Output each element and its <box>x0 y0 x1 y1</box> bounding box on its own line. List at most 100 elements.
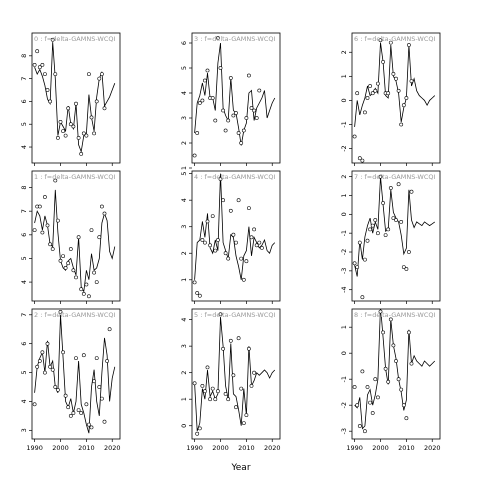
data-point <box>391 343 396 348</box>
panel-frame <box>191 308 281 440</box>
data-point <box>221 108 226 113</box>
data-point <box>79 411 84 415</box>
data-point <box>399 219 404 224</box>
y-tick-label: 7 <box>20 77 28 81</box>
panel-plot-area <box>32 37 116 156</box>
data-point <box>399 122 404 127</box>
data-point <box>252 370 257 375</box>
y-tick-label: 1 <box>180 166 188 170</box>
data-point <box>396 377 401 382</box>
data-point <box>373 218 378 222</box>
y-tick-label: -2 <box>340 249 348 255</box>
data-point <box>56 387 60 392</box>
data-point <box>40 63 45 67</box>
data-point <box>221 198 226 203</box>
data-point <box>202 389 207 394</box>
data-point <box>362 110 367 115</box>
y-tick-label: 2 <box>340 50 348 54</box>
data-point <box>375 395 380 400</box>
data-point <box>71 268 76 273</box>
data-point <box>195 291 200 295</box>
data-point <box>102 211 107 216</box>
data-point <box>197 101 202 105</box>
data-point <box>208 243 213 248</box>
series-line <box>194 316 276 432</box>
data-point <box>399 387 404 392</box>
data-point <box>249 106 254 110</box>
y-tick-label: 7 <box>20 313 28 317</box>
data-point <box>87 294 91 299</box>
data-point <box>223 128 228 133</box>
data-point <box>71 124 76 129</box>
y-tick-label: 8 <box>20 185 28 189</box>
data-point <box>97 385 102 389</box>
data-point <box>43 195 47 199</box>
y-tick-label: 4 <box>180 318 188 322</box>
data-point <box>84 402 89 407</box>
data-point <box>362 429 367 434</box>
data-point <box>58 258 63 263</box>
data-point <box>357 156 362 161</box>
data-point <box>355 265 360 270</box>
panel-plot-area <box>192 36 276 158</box>
data-point <box>355 403 360 408</box>
y-tick-label: 5 <box>20 370 28 374</box>
panel-6: -2 -1 0 1 2 6 : f=delta-GAMNS-WCQI <box>340 32 441 166</box>
data-point <box>68 122 73 127</box>
y-tick-label: 5 <box>180 172 188 176</box>
data-point <box>68 247 73 251</box>
data-point <box>254 116 259 120</box>
y-tick-label: 2 <box>340 175 348 179</box>
data-point <box>94 280 99 285</box>
data-point <box>205 365 210 370</box>
data-point <box>239 141 244 145</box>
data-point <box>89 425 94 430</box>
data-point <box>378 174 383 179</box>
data-point <box>205 68 210 73</box>
x-axis-label: Year <box>230 463 250 473</box>
data-point <box>32 228 37 233</box>
data-point <box>378 38 383 43</box>
data-point <box>197 426 202 431</box>
data-point <box>352 134 357 139</box>
y-tick-label: 2 <box>180 371 188 375</box>
y-tick-label: 3 <box>180 116 188 120</box>
data-point <box>74 356 78 361</box>
data-point <box>210 96 215 100</box>
data-point <box>53 72 58 77</box>
data-point <box>97 235 102 240</box>
data-point <box>102 419 107 424</box>
data-point <box>383 233 388 238</box>
x-tick-label: 1990 <box>26 444 43 452</box>
data-point <box>215 389 220 394</box>
x-tick-label: 2000 <box>372 444 389 452</box>
panel-1: 4 5 6 7 8 1 : f=delta-GAMNS-WCQI <box>20 170 121 304</box>
y-tick-label: 1 <box>340 193 348 197</box>
y-tick-label: 7 <box>20 209 28 213</box>
data-point <box>241 277 246 282</box>
data-point <box>394 359 398 363</box>
data-point <box>50 247 55 251</box>
y-tick-label: -2 <box>340 402 348 408</box>
data-point <box>252 108 257 113</box>
data-point <box>357 424 362 428</box>
panel-frame <box>351 308 441 440</box>
y-tick-label: 1 <box>340 325 348 329</box>
data-point <box>404 416 409 421</box>
x-tick-label: 2020 <box>264 444 281 452</box>
data-point <box>234 405 238 410</box>
data-point <box>210 214 215 219</box>
panel-frame <box>191 170 281 302</box>
y-tick-label: 4 <box>180 198 188 202</box>
data-point <box>249 235 254 240</box>
data-point <box>48 99 53 104</box>
data-point <box>100 396 104 401</box>
panel-title: 7 : f=delta-GAMNS-WCQI <box>354 173 435 181</box>
data-point <box>68 413 73 418</box>
data-point <box>226 397 231 402</box>
data-point <box>35 364 40 369</box>
data-point <box>58 120 63 124</box>
y-tick-label: 0 <box>340 212 348 216</box>
panel-plot-area <box>352 174 436 300</box>
data-point <box>239 386 244 391</box>
